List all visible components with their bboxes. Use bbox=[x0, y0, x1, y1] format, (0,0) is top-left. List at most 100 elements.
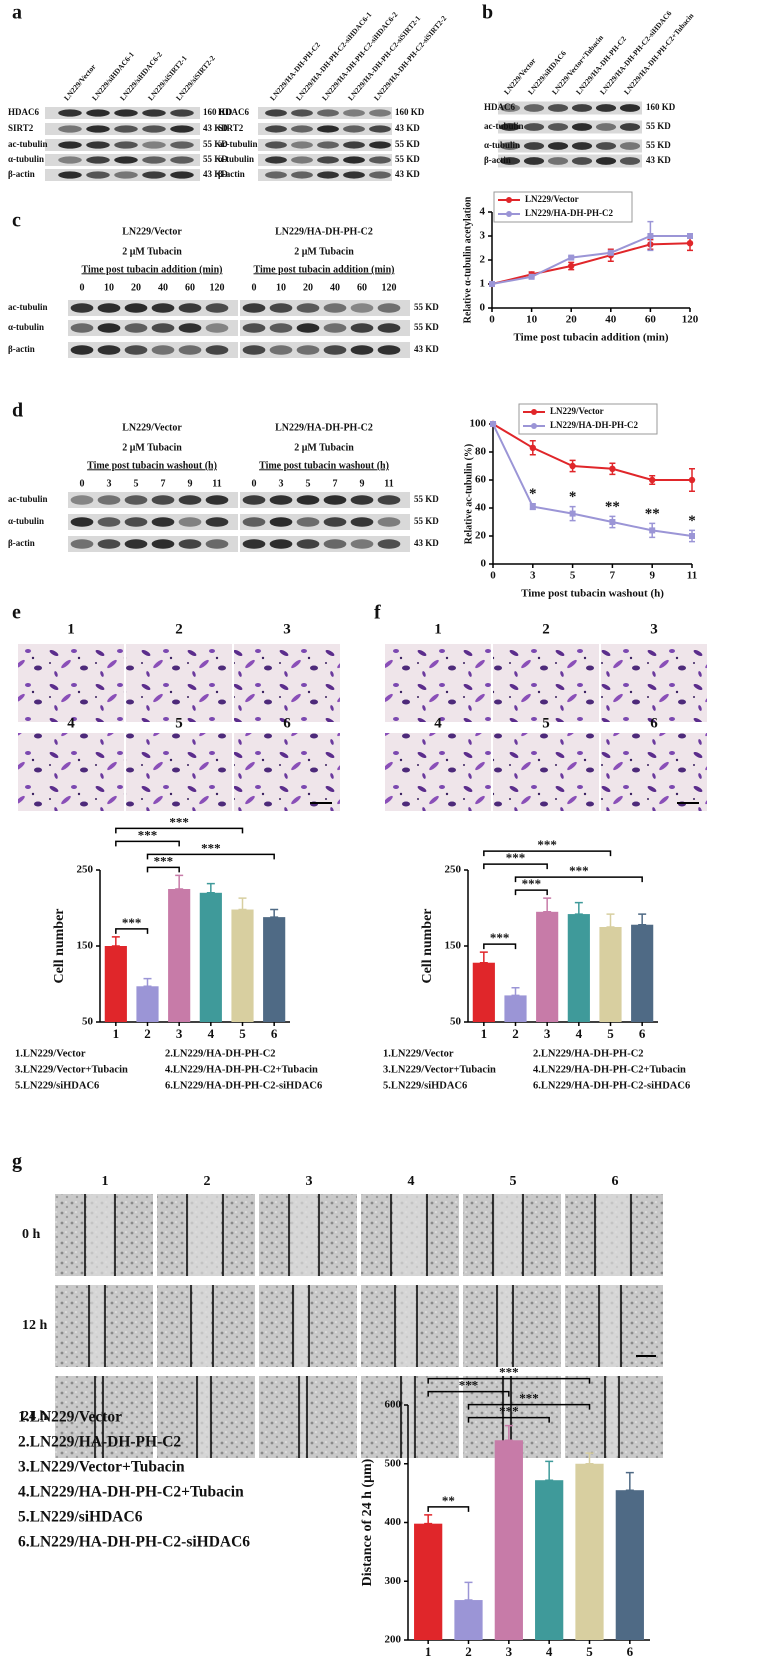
size-label: 43 KD bbox=[203, 123, 228, 133]
blot-band bbox=[58, 141, 82, 149]
x-tick-label: 1 bbox=[481, 1026, 488, 1041]
bar bbox=[231, 909, 254, 1022]
blot-band bbox=[114, 171, 138, 179]
blot-band bbox=[124, 495, 148, 505]
blot-band bbox=[369, 125, 391, 133]
scratch-gap bbox=[193, 1285, 211, 1367]
blot-band bbox=[323, 517, 347, 527]
image-label: 5 bbox=[175, 715, 183, 731]
y-tick-label: 1 bbox=[480, 278, 486, 290]
significance: *** bbox=[490, 930, 510, 945]
significance: *** bbox=[506, 850, 526, 865]
size-label: 55 KD bbox=[646, 121, 671, 131]
blot-band bbox=[205, 539, 229, 549]
column-label: 6 bbox=[612, 1174, 619, 1189]
x-tick-label: 7 bbox=[610, 570, 616, 582]
x-tick-label: 60 bbox=[645, 314, 657, 326]
blot-band bbox=[296, 495, 320, 505]
significance: *** bbox=[519, 1391, 539, 1406]
blot-band bbox=[296, 345, 320, 355]
scratch-gap bbox=[87, 1194, 113, 1276]
marker bbox=[649, 476, 656, 484]
x-tick-label: 2 bbox=[465, 1644, 472, 1659]
scratch-gap bbox=[601, 1285, 619, 1367]
blot-band bbox=[547, 104, 569, 112]
y-tick-label: 0 bbox=[480, 302, 486, 314]
legend-text: 6.LN229/HA-DH-PH-C2-siHDAC6 bbox=[18, 1534, 250, 1551]
image-label: 6 bbox=[283, 715, 291, 731]
bracket bbox=[427, 1390, 510, 1397]
blot-band bbox=[70, 323, 94, 333]
legend-marker bbox=[531, 423, 537, 429]
x-tick-label: 0 bbox=[490, 570, 496, 582]
blot-band bbox=[350, 303, 374, 313]
time-label: 10 bbox=[276, 282, 286, 293]
error-bar-path bbox=[625, 1471, 634, 1491]
error-bar-path bbox=[479, 951, 488, 964]
legend-text: 1.LN229/Vector bbox=[18, 1409, 122, 1426]
blot-band bbox=[350, 539, 374, 549]
size-label: 55 KD bbox=[414, 516, 439, 526]
bar bbox=[575, 1463, 604, 1640]
series-line bbox=[492, 423, 692, 481]
micrograph bbox=[601, 733, 707, 811]
protein-label: β-actin bbox=[8, 169, 35, 179]
blot-band bbox=[595, 104, 617, 112]
column-label: 5 bbox=[510, 1174, 517, 1189]
size-label: 43 KD bbox=[203, 169, 228, 179]
legend-text: 2.LN229/HA-DH-PH-C2 bbox=[533, 1048, 644, 1059]
scratch-image bbox=[55, 1376, 153, 1458]
blot-band bbox=[350, 345, 374, 355]
protein-label: β-actin bbox=[484, 155, 511, 165]
scratch-gap bbox=[495, 1194, 521, 1276]
error-bar bbox=[638, 913, 647, 926]
time-header: Time post tubacin addition (min) bbox=[82, 264, 223, 275]
blot-band bbox=[499, 157, 521, 165]
treatment: 2 μM Tubacin bbox=[294, 442, 354, 453]
error-bar bbox=[175, 874, 184, 890]
blot-band bbox=[571, 104, 593, 112]
scratch-gap bbox=[291, 1194, 317, 1276]
x-tick-label: 3 bbox=[544, 1026, 551, 1041]
y-axis-label: Relative α-tubulin acetylation bbox=[462, 196, 473, 323]
y-tick-label: 50 bbox=[450, 1016, 462, 1028]
blot-band bbox=[70, 517, 94, 527]
legend-text: 4.LN229/HA-DH-PH-C2+Tubacin bbox=[533, 1064, 686, 1075]
time-label: 7 bbox=[333, 478, 338, 489]
blot-band bbox=[523, 123, 545, 131]
size-label: 55 KD bbox=[395, 154, 420, 164]
blot-band bbox=[369, 171, 391, 179]
marker bbox=[688, 476, 696, 484]
panel-letter: b bbox=[482, 2, 493, 24]
time-label: 3 bbox=[107, 478, 112, 489]
legend-text: 1.LN229/Vector bbox=[383, 1048, 454, 1059]
blot-band bbox=[571, 142, 593, 150]
error-bar-path bbox=[424, 1514, 433, 1525]
blot-band bbox=[323, 323, 347, 333]
size-label: 43 KD bbox=[414, 344, 439, 354]
error-bar bbox=[424, 1514, 433, 1525]
group-name: LN229/Vector bbox=[122, 226, 182, 237]
error-bar bbox=[479, 951, 488, 964]
legend-text: 6.LN229/HA-DH-PH-C2-siHDAC6 bbox=[533, 1080, 690, 1091]
panel-letter: d bbox=[12, 400, 23, 422]
image-label: 4 bbox=[67, 715, 75, 731]
blot-band bbox=[70, 495, 94, 505]
y-tick-label: 4 bbox=[480, 206, 486, 218]
blot-band bbox=[291, 156, 313, 164]
marker bbox=[607, 249, 614, 256]
error-bar-path bbox=[511, 987, 520, 997]
y-tick-label: 150 bbox=[77, 940, 94, 952]
size-label: 55 KD bbox=[414, 494, 439, 504]
bracket bbox=[427, 1506, 470, 1512]
protein-label: β-actin bbox=[218, 169, 245, 179]
bar bbox=[168, 889, 191, 1022]
legend-text: 4.LN229/HA-DH-PH-C2+Tubacin bbox=[18, 1484, 244, 1501]
blot-band bbox=[178, 495, 202, 505]
blot-band bbox=[178, 517, 202, 527]
x-axis-label: Time post tubacin washout (h) bbox=[521, 588, 664, 600]
blot-band bbox=[269, 517, 293, 527]
bracket bbox=[483, 863, 548, 870]
size-label: 43 KD bbox=[646, 155, 671, 165]
